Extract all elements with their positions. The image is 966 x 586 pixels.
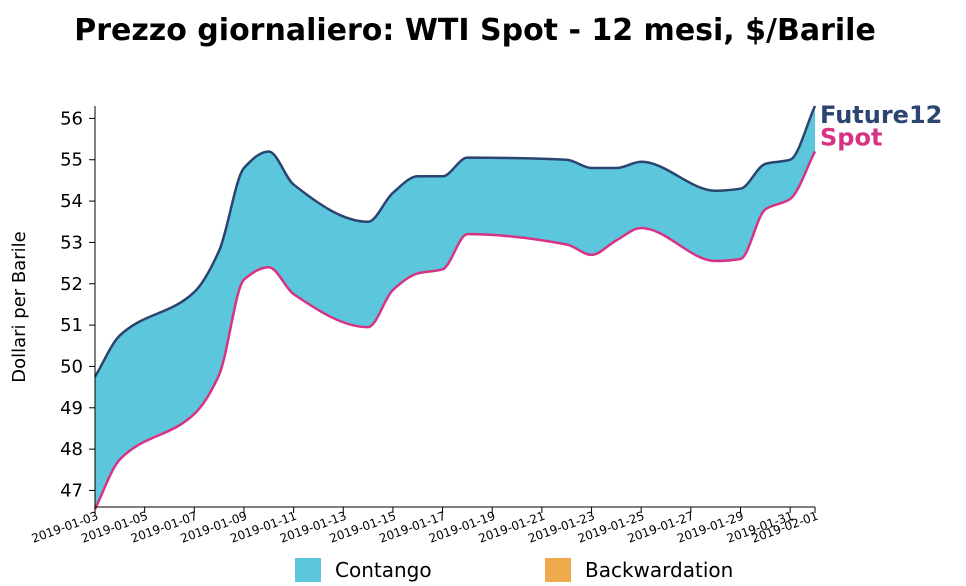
series-line-spot: [93, 150, 817, 510]
y-tick-label: 55: [60, 150, 83, 171]
plot-area: 474849505152535455562019-01-032019-01-05…: [30, 101, 943, 546]
y-tick-label: 48: [60, 439, 83, 460]
legend-swatch-backwardation: [545, 558, 571, 582]
y-tick-label: 53: [60, 232, 83, 253]
legend-swatch-contango: [295, 558, 321, 582]
y-tick-label: 50: [60, 356, 83, 377]
y-axis-label: Dollari per Barile: [9, 231, 30, 383]
y-tick-label: 47: [60, 480, 83, 501]
y-tick-label: 54: [60, 191, 83, 212]
y-tick-label: 49: [60, 398, 83, 419]
legend: Contango Backwardation: [295, 558, 733, 582]
legend-label-contango: Contango: [335, 558, 432, 582]
chart-title: Prezzo giornaliero: WTI Spot - 12 mesi, …: [74, 13, 876, 48]
contango-band: [95, 106, 815, 510]
series-line-future12: [93, 105, 817, 378]
y-tick-label: 52: [60, 274, 83, 295]
y-tick-label: 51: [60, 315, 83, 336]
legend-label-backwardation: Backwardation: [585, 558, 733, 582]
series-label-future12: Future12: [820, 101, 942, 129]
series-label-spot: Spot: [820, 123, 882, 151]
y-tick-label: 56: [60, 108, 83, 129]
